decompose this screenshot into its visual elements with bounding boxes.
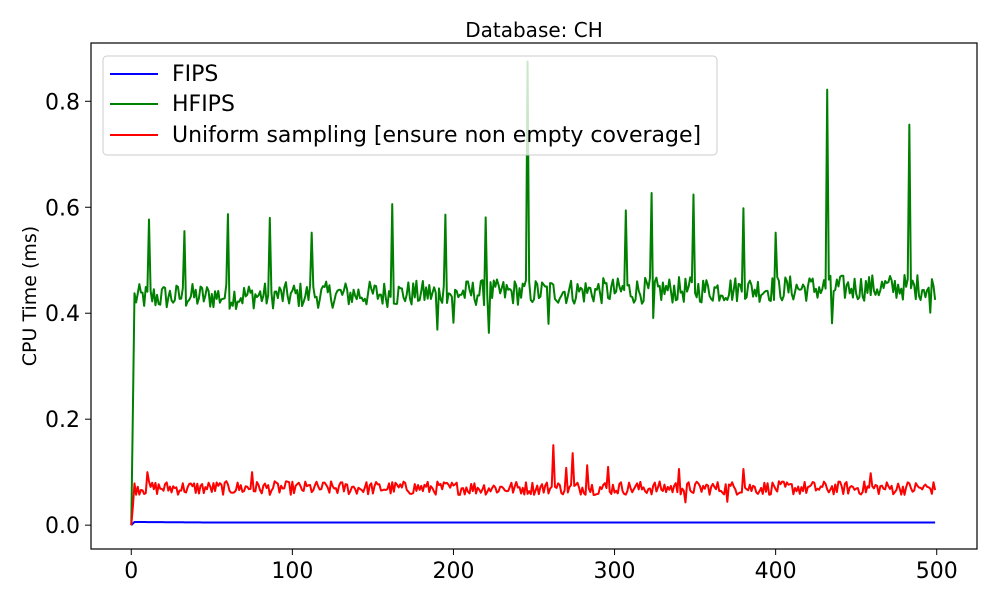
legend-label-hfips: HFIPS	[172, 92, 235, 117]
uniform-sampling-line	[130, 444, 937, 526]
hfips-line	[130, 60, 937, 526]
series-layer	[130, 60, 937, 526]
axis-layer: 0 100 200 300 400 500 0.0 0.2 0.4 0.6 0.8	[45, 90, 958, 584]
legend-box	[102, 55, 718, 156]
x-tick-label: 0	[124, 559, 138, 584]
fips-line	[130, 520, 936, 526]
plot-area	[90, 42, 978, 550]
y-axis-label: CPU Time (ms)	[19, 226, 41, 366]
y-tick-label: 0.6	[45, 196, 80, 221]
legend: FIPS HFIPS Uniform sampling [ensure non …	[102, 55, 718, 156]
x-tick-label: 400	[755, 559, 797, 584]
x-tick-label: 500	[916, 559, 958, 584]
y-tick-label: 0.4	[45, 302, 80, 327]
legend-label-fips: FIPS	[172, 62, 218, 87]
y-tick-label: 0.2	[45, 408, 80, 433]
x-tick-label: 100	[271, 559, 313, 584]
chart-title: Database: CH	[465, 18, 603, 42]
legend-label-uniform: Uniform sampling [ensure non empty cover…	[172, 123, 701, 148]
y-tick-label: 0.0	[45, 514, 80, 539]
y-tick-label: 0.8	[45, 90, 80, 115]
x-tick-label: 300	[594, 559, 636, 584]
x-tick-label: 200	[432, 559, 474, 584]
